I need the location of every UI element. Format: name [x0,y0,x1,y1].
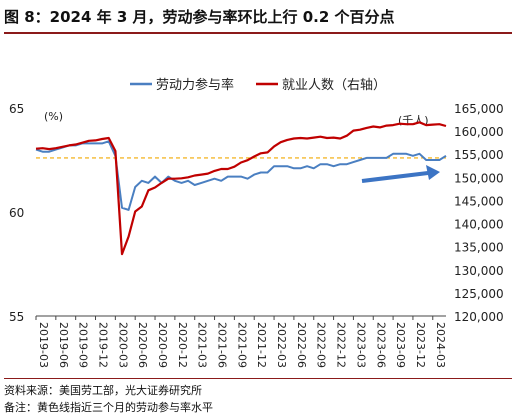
x-tick-label: 2019-06 [57,322,70,368]
right-tick-label: 150,000 [454,171,504,185]
x-tick-label: 2024-03 [434,322,447,368]
figure-title: 图 8：2024 年 3 月，劳动参与率环比上行 0.2 个百分点 [4,8,395,26]
x-tick-label: 2019-09 [77,322,90,368]
x-tick-label: 2023-12 [414,322,427,368]
left-tick-label: 60 [9,206,24,220]
x-tick-label: 2021-03 [196,322,209,368]
x-tick-label: 2019-12 [97,322,110,368]
x-tick-label: 2023-06 [374,322,387,368]
x-tick-label: 2022-12 [335,322,348,368]
employment-series-line [35,121,447,256]
x-tick-label: 2021-06 [216,322,229,368]
right-tick-label: 140,000 [454,218,504,232]
bottom-rule [4,378,512,379]
source-note: 资料来源：美国劳工部，光大证券研究所 [4,384,202,397]
x-tick-label: 2021-12 [255,322,268,368]
x-tick-label: 2022-09 [315,322,328,368]
trend-arrow-head [426,165,440,180]
right-tick-label: 120,000 [454,310,504,324]
trend-arrow-shaft [361,171,429,183]
right-tick-label: 125,000 [454,287,504,301]
x-tick-label: 2020-09 [156,322,169,368]
left-axis-unit: (%) [44,110,63,123]
series-layer [35,121,447,256]
right-tick-label: 145,000 [454,194,504,208]
lfpr-series-line [35,140,447,211]
x-tick-label: 2022-06 [295,322,308,368]
x-tick-label: 2023-03 [354,322,367,368]
left-tick-label: 65 [9,102,24,116]
annotation-layer [361,165,440,183]
x-tick-label: 2021-09 [235,322,248,368]
remark-note: 备注：黄色线指近三个月的劳动参与率水平 [4,401,213,414]
x-tick-label: 2020-06 [136,322,149,368]
x-tick-label: 2020-03 [116,322,129,368]
right-tick-label: 130,000 [454,264,504,278]
x-tick-label: 2023-09 [394,322,407,368]
chart-axes: 55 60 65 (%) 120,000 125,000 130,000 135,000 140… [9,102,504,368]
right-tick-label: 135,000 [454,241,504,255]
left-tick-label: 55 [9,310,24,324]
title-rule [4,32,512,34]
right-tick-label: 160,000 [454,125,504,139]
legend-lfpr-label: 劳动力参与率 [156,77,234,93]
x-tick-label: 2019-03 [37,322,50,368]
legend-employment-label: 就业人数（右轴） [282,78,386,93]
x-tick-label: 2020-12 [176,322,189,368]
right-tick-label: 165,000 [454,102,504,116]
right-tick-label: 155,000 [454,148,504,162]
x-tick-label: 2022-03 [275,322,288,368]
chart-legend: 劳动力参与率 就业人数（右轴） [130,77,386,93]
